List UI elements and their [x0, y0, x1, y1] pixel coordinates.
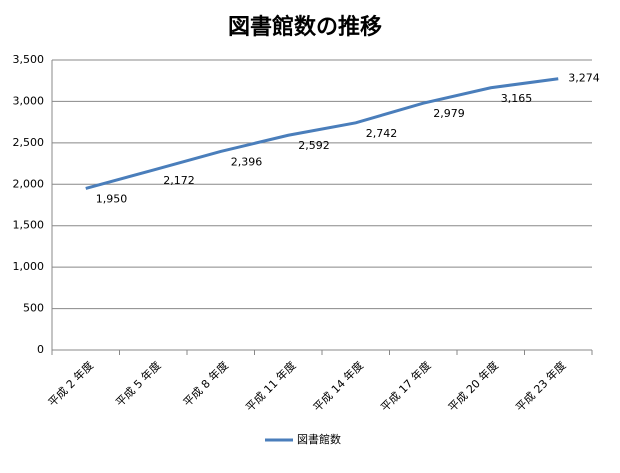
data-label: 2,592	[298, 139, 330, 152]
y-tick-label: 0	[37, 343, 44, 356]
y-tick-label: 3,500	[13, 53, 45, 66]
chart-title: 図書館数の推移	[228, 14, 382, 40]
x-tick-label: 平成 2 年度	[45, 358, 96, 409]
legend-label: 図書館数	[297, 432, 341, 446]
y-tick-label: 2,000	[13, 177, 45, 190]
x-tick-label: 平成 17 年度	[378, 358, 434, 414]
data-label: 1,950	[96, 192, 128, 205]
line-series	[85, 77, 559, 190]
y-tick-label: 500	[23, 302, 44, 315]
x-tick-label: 平成 8 年度	[180, 358, 231, 409]
y-tick-label: 3,000	[13, 94, 45, 107]
y-tick-label: 1,500	[13, 219, 45, 232]
data-label: 2,742	[366, 127, 398, 140]
data-label: 2,979	[433, 107, 465, 120]
x-tick-label: 平成 14 年度	[310, 358, 366, 414]
y-tick-label: 1,000	[13, 260, 45, 273]
x-tick-label: 平成 23 年度	[513, 358, 569, 414]
data-label: 2,172	[163, 174, 195, 187]
data-label: 3,165	[501, 92, 533, 105]
data-label: 2,396	[231, 155, 263, 168]
x-tick-label: 平成 20 年度	[445, 358, 501, 414]
data-label: 3,274	[568, 72, 600, 85]
x-tick-label: 平成 11 年度	[243, 358, 299, 414]
y-tick-label: 2,500	[13, 136, 45, 149]
x-tick-label: 平成 5 年度	[113, 358, 164, 409]
